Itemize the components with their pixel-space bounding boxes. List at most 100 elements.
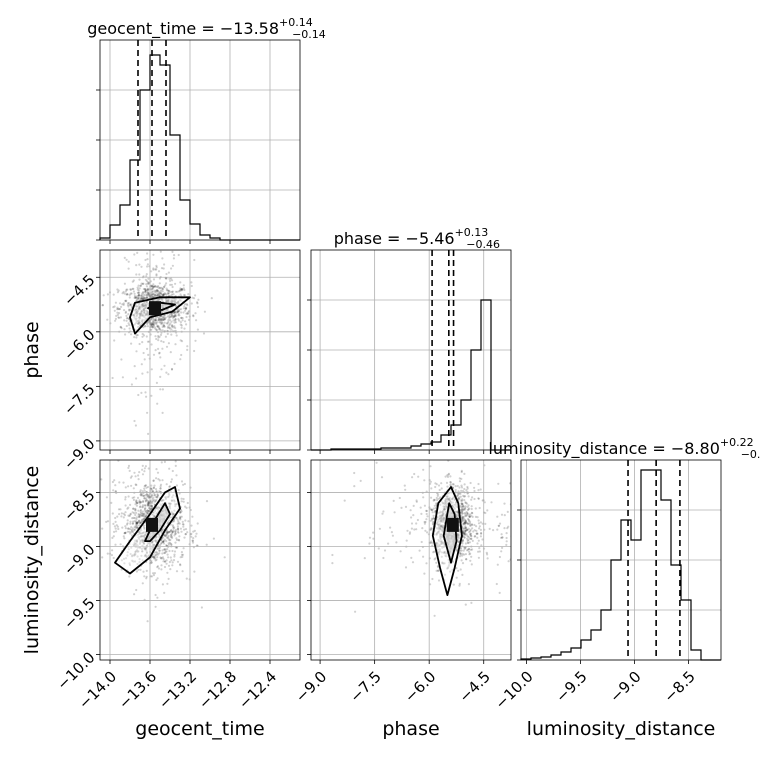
sample-point (173, 555, 176, 558)
sample-point (170, 315, 173, 318)
sample-point (142, 334, 146, 337)
sample-point (143, 324, 146, 327)
sample-point (132, 313, 135, 317)
sample-point (156, 496, 159, 499)
sample-point (443, 508, 446, 511)
sample-point (460, 502, 463, 506)
sample-point (464, 546, 467, 549)
sample-point (479, 521, 482, 524)
sample-point (132, 543, 135, 546)
sample-point (169, 490, 172, 493)
sample-point (454, 502, 458, 505)
sample-point (456, 534, 459, 537)
sample-point (448, 499, 451, 502)
sample-point (431, 511, 434, 514)
sample-point (166, 536, 170, 539)
sample-point (151, 498, 154, 501)
x-axis-label-geocent_time: geocent_time (135, 718, 264, 740)
sample-point (176, 560, 180, 563)
density-peak (146, 517, 158, 532)
sample-point (138, 499, 141, 502)
sample-point (102, 294, 105, 297)
sample-point (134, 513, 137, 517)
sample-point (143, 310, 146, 313)
sample-point (162, 540, 165, 544)
sample-point (135, 317, 138, 320)
sample-point (196, 305, 200, 309)
sample-point (144, 313, 147, 316)
sample-point (112, 535, 115, 538)
sample-point (131, 280, 134, 283)
sample-point (145, 293, 148, 296)
sample-point (140, 310, 143, 313)
sample-point (139, 513, 142, 516)
sample-point (144, 547, 147, 550)
sample-point (140, 363, 143, 366)
sample-point (116, 313, 119, 316)
sample-point (143, 515, 146, 519)
sample-point (147, 501, 150, 504)
sample-point (132, 487, 135, 490)
sample-point (171, 531, 174, 534)
sample-point (443, 543, 446, 546)
sample-point (146, 544, 149, 547)
sample-point (190, 284, 193, 288)
x-tick-label: −9.0 (606, 668, 644, 706)
sample-point (439, 524, 442, 527)
sample-point (145, 309, 148, 312)
sample-point (155, 536, 158, 539)
sample-point (132, 287, 135, 290)
sample-point (126, 554, 129, 557)
sample-point (135, 522, 139, 525)
sample-point (157, 319, 160, 322)
sample-point (462, 505, 465, 508)
sample-point (128, 575, 131, 578)
sample-point (155, 539, 158, 543)
sample-point (141, 512, 144, 515)
sample-point (135, 549, 139, 552)
sample-point (372, 537, 375, 540)
sample-point (145, 306, 148, 309)
sample-point (451, 483, 454, 486)
sample-point (138, 322, 141, 325)
sample-point (141, 291, 144, 294)
sample-point (171, 530, 174, 533)
sample-point (156, 246, 158, 248)
sample-point (171, 532, 174, 535)
sample-point (117, 508, 121, 511)
sample-point (140, 547, 143, 551)
sample-point (111, 512, 114, 515)
sample-point (444, 507, 447, 510)
sample-point (137, 297, 140, 301)
sample-point (130, 555, 134, 558)
sample-point (372, 531, 375, 534)
sample-point (181, 319, 184, 322)
sample-point (368, 536, 372, 539)
sample-point (132, 520, 135, 523)
sample-point (435, 569, 438, 572)
sample-point (440, 516, 443, 519)
sample-point (145, 493, 149, 496)
sample-point (134, 503, 137, 506)
sample-point (155, 550, 158, 554)
density-peak (446, 517, 459, 532)
sample-point (145, 302, 148, 306)
sample-point (166, 548, 169, 551)
sample-point (174, 505, 177, 508)
sample-point (380, 476, 384, 479)
sample-point (153, 543, 156, 547)
sample-point (455, 546, 458, 549)
sample-point (141, 335, 144, 338)
sample-point (106, 552, 109, 555)
sample-point (179, 556, 182, 559)
sample-point (153, 572, 156, 575)
sample-point (123, 514, 126, 517)
sample-point (173, 526, 176, 529)
sample-point (410, 516, 413, 519)
sample-point (179, 510, 182, 514)
sample-point (462, 553, 466, 556)
sample-point (144, 235, 146, 237)
sample-point (458, 480, 462, 483)
sample-point (117, 460, 120, 462)
sample-point (91, 292, 93, 294)
